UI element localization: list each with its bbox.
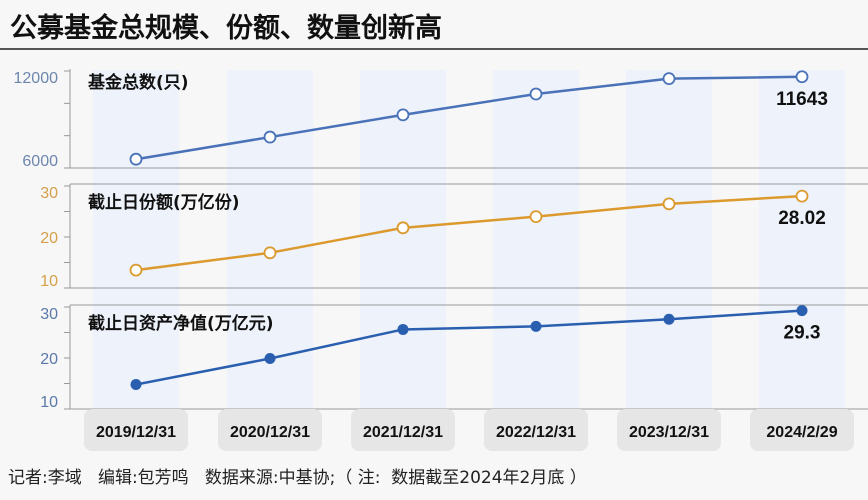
series-title: 截止日份额(万亿份) <box>88 192 240 213</box>
data-point <box>529 87 543 101</box>
data-point <box>795 189 809 203</box>
data-point <box>796 305 808 317</box>
series-title: 截止日资产净值(万亿元) <box>88 313 274 334</box>
data-point <box>662 72 676 86</box>
y-tick-label: 30 <box>40 306 58 323</box>
x-tick-label: 2020/12/31 <box>230 424 310 441</box>
chart-title: 公募基金总规模、份额、数量创新高 <box>10 13 442 44</box>
data-point <box>129 152 143 166</box>
y-tick-label: 20 <box>40 230 58 247</box>
column-band <box>93 70 179 409</box>
data-point <box>662 197 676 211</box>
data-point <box>397 323 409 335</box>
x-label-box <box>750 409 854 451</box>
data-point <box>795 70 809 84</box>
y-tick-label: 10 <box>40 273 58 290</box>
x-label-box <box>617 409 721 451</box>
column-band <box>759 70 845 409</box>
y-tick-label: 12000 <box>14 70 59 87</box>
x-tick-label: 2022/12/31 <box>496 424 576 441</box>
title-divider <box>0 48 868 50</box>
series-title: 基金总数(只) <box>87 72 189 93</box>
data-label: 28.02 <box>778 208 826 229</box>
data-point <box>396 221 410 235</box>
data-point <box>529 210 543 224</box>
series-line <box>135 75 803 161</box>
x-tick-label: 2019/12/31 <box>96 424 176 441</box>
data-point <box>263 246 277 260</box>
column-band <box>626 70 712 409</box>
data-point <box>663 313 675 325</box>
series-line <box>135 309 803 386</box>
chart-canvas: 6000 12000 基金总数(只) 11643 10 20 30 截止日份额(万亿份) 28.… <box>14 69 868 451</box>
column-band <box>360 70 446 409</box>
column-band <box>493 70 579 409</box>
data-point <box>130 379 142 391</box>
data-label: 11643 <box>776 89 828 110</box>
footer-credits: 记者:李域 编辑:包芳鸣 数据来源:中基协;（ 注: 数据截至2024年2月底 … <box>8 468 587 488</box>
x-tick-label: 2021/12/31 <box>363 424 443 441</box>
x-label-box <box>351 409 455 451</box>
x-tick-label: 2024/2/29 <box>766 424 837 441</box>
x-tick-label: 2023/12/31 <box>629 424 709 441</box>
y-tick-label: 20 <box>40 351 58 368</box>
y-tick-label: 6000 <box>22 153 58 170</box>
data-point <box>530 320 542 332</box>
series-line <box>135 194 803 272</box>
data-point <box>263 130 277 144</box>
data-point <box>264 353 276 365</box>
y-tick-label: 30 <box>40 185 58 202</box>
x-label-box <box>218 409 322 451</box>
data-point <box>396 108 410 122</box>
x-label-box <box>84 409 188 451</box>
y-tick-label: 10 <box>40 394 58 411</box>
x-label-box <box>484 409 588 451</box>
data-point <box>129 263 143 277</box>
data-label: 29.3 <box>784 323 821 344</box>
